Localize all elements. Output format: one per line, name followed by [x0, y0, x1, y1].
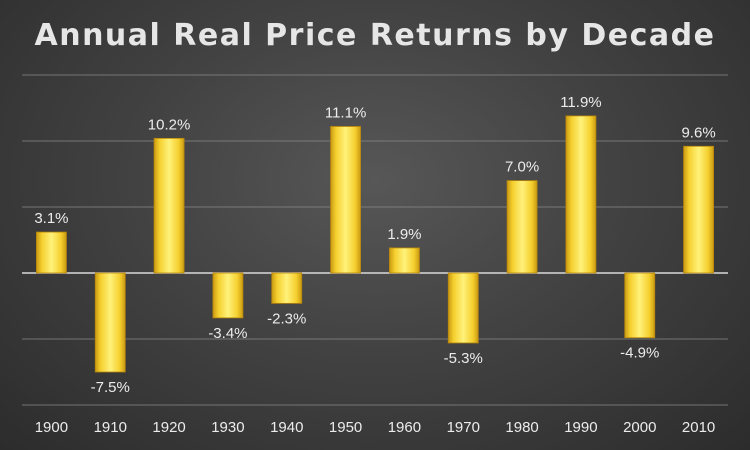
data-label-1980: 7.0% — [505, 159, 539, 176]
data-label-1910: -7.5% — [91, 379, 130, 396]
data-label-2000: -4.9% — [620, 345, 659, 362]
data-labels: 3.1% -7.5% 10.2% -3.4% -2.3% 11.1% 1.9% -5.3% 7.… — [34, 94, 715, 396]
data-label-1930: -3.4% — [208, 325, 247, 342]
data-label-1990: 11.9% — [560, 94, 601, 111]
data-label-1900: 3.1% — [34, 210, 68, 227]
bar-1990 — [565, 115, 597, 274]
bars — [36, 115, 714, 373]
bar-1980 — [506, 180, 538, 274]
x-tick-label-1950: 1950 — [329, 419, 362, 436]
bar-2010 — [683, 145, 714, 274]
x-tick-label-1980: 1980 — [505, 419, 538, 436]
x-tick-label-1930: 1930 — [211, 419, 244, 436]
bar-1970 — [447, 272, 479, 344]
x-axis-ticks: 1900 1910 1920 1930 1940 1950 1960 1970 1980 1990… — [35, 419, 716, 436]
bar-2000 — [624, 272, 656, 339]
bar-1930 — [212, 272, 244, 319]
x-tick-label-1940: 1940 — [270, 419, 303, 436]
bar-1960 — [389, 247, 420, 274]
x-tick-label-1970: 1970 — [447, 419, 480, 436]
data-label-1960: 1.9% — [387, 226, 421, 243]
chart-title: Annual Real Price Returns by Decade — [34, 18, 716, 53]
data-label-1970: -5.3% — [444, 350, 483, 367]
data-label-2010: 9.6% — [681, 124, 715, 141]
data-label-1920: 10.2% — [148, 116, 191, 133]
x-tick-label-2000: 2000 — [623, 419, 656, 436]
gridlines — [22, 74, 728, 406]
bar-1920 — [153, 137, 185, 274]
bar-1900 — [36, 231, 67, 274]
bar-1950 — [330, 126, 361, 274]
x-tick-label-1910: 1910 — [94, 419, 127, 436]
x-tick-label-1990: 1990 — [564, 419, 597, 436]
x-tick-label-1960: 1960 — [388, 419, 421, 436]
bar-1910 — [94, 272, 126, 373]
x-tick-label-1920: 1920 — [152, 419, 185, 436]
bar-1940 — [271, 272, 303, 304]
data-label-1940: -2.3% — [267, 310, 306, 327]
x-tick-label-1900: 1900 — [35, 419, 68, 436]
data-label-1950: 11.1% — [325, 104, 366, 121]
x-tick-label-2010: 2010 — [682, 419, 715, 436]
